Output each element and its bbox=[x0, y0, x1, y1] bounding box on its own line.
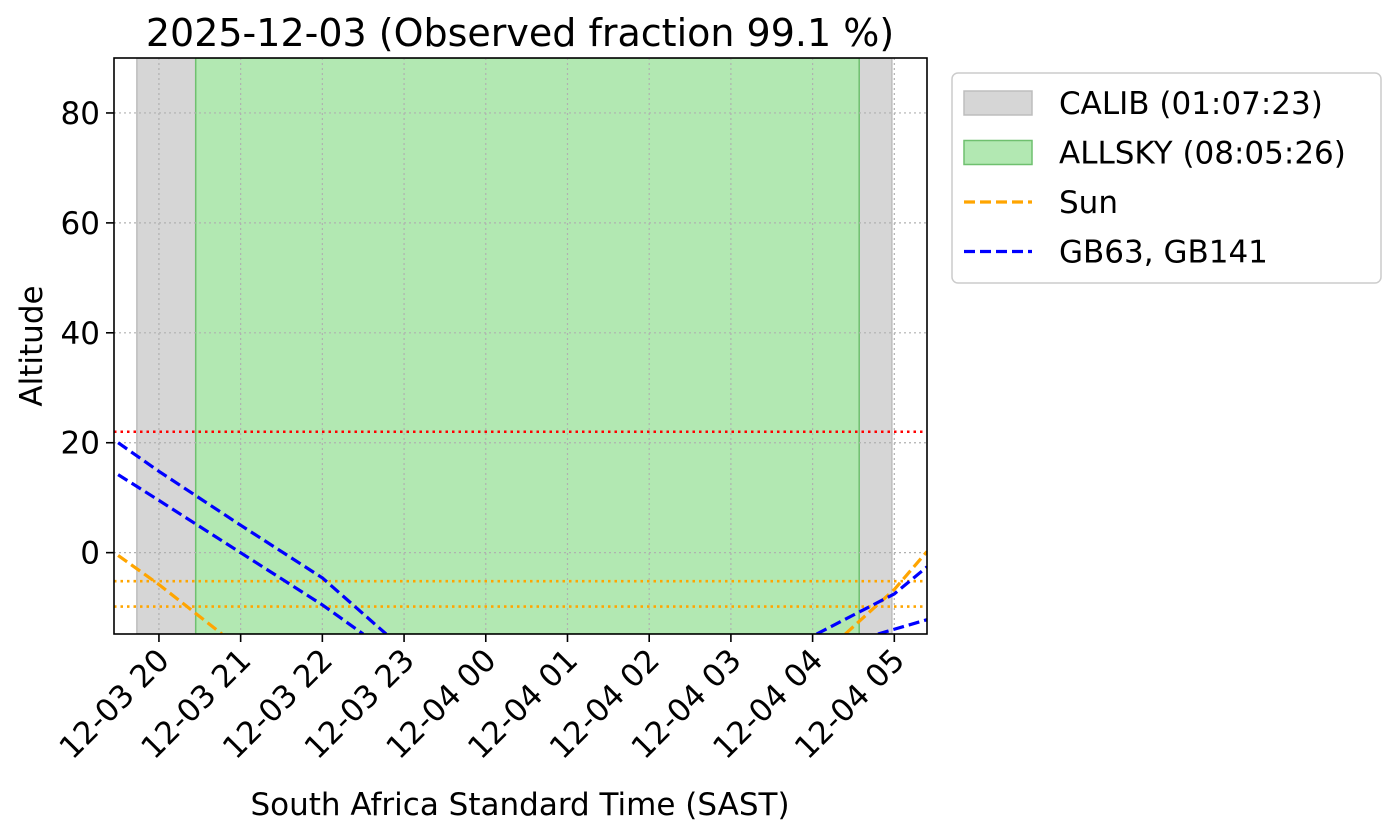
y-tick-label-4: 80 bbox=[61, 96, 100, 132]
y-tick-label-2: 40 bbox=[61, 316, 100, 352]
span-0 bbox=[136, 58, 197, 634]
legend-box bbox=[951, 72, 1382, 284]
y-tick-label-1: 20 bbox=[61, 426, 100, 462]
legend-label-2: Sun bbox=[1059, 185, 1118, 221]
span-1 bbox=[858, 58, 893, 634]
legend-label-3: GB63, GB141 bbox=[1059, 235, 1268, 271]
legend-label-0: CALIB (01:07:23) bbox=[1059, 86, 1323, 122]
legend-swatch-0 bbox=[963, 90, 1033, 116]
legend-label-1: ALLSKY (08:05:26) bbox=[1059, 136, 1346, 172]
span-2 bbox=[194, 58, 860, 634]
x-axis-label: South Africa Standard Time (SAST) bbox=[250, 787, 789, 823]
series-1-segment-3 bbox=[877, 618, 927, 634]
legend-swatch-1 bbox=[963, 139, 1033, 166]
plot-area bbox=[114, 58, 927, 634]
series-1-segment-1 bbox=[117, 473, 365, 634]
plot-frame bbox=[113, 57, 928, 635]
chart-title: 2025-12-03 (Observed fraction 99.1 %) bbox=[146, 11, 894, 55]
series-0-segment-1 bbox=[844, 550, 927, 634]
y-tick-label-3: 60 bbox=[61, 206, 100, 242]
series-1-segment-2 bbox=[815, 565, 927, 634]
y-axis-label: Altitude bbox=[14, 285, 50, 406]
series-0-segment-0 bbox=[117, 554, 223, 634]
series-1-segment-0 bbox=[117, 441, 388, 634]
y-tick-label-0: 0 bbox=[80, 536, 100, 572]
legend: CALIB (01:07:23) ALLSKY (08:05:26) Sun GB63… bbox=[951, 72, 1382, 284]
